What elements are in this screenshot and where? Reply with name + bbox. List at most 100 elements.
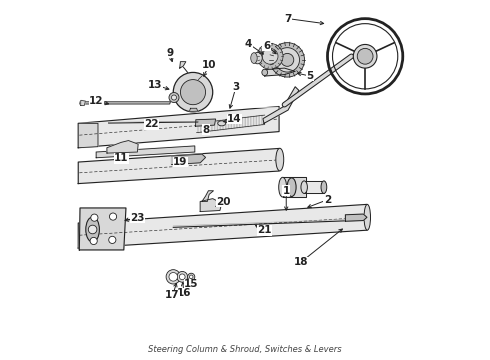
Circle shape xyxy=(353,44,377,68)
Circle shape xyxy=(169,93,179,103)
Polygon shape xyxy=(230,119,231,129)
Polygon shape xyxy=(220,120,221,130)
Polygon shape xyxy=(345,214,367,221)
Polygon shape xyxy=(244,117,245,127)
Circle shape xyxy=(180,80,205,105)
Ellipse shape xyxy=(364,204,370,230)
Polygon shape xyxy=(201,123,202,132)
Polygon shape xyxy=(209,122,211,131)
Polygon shape xyxy=(254,116,255,126)
Polygon shape xyxy=(234,119,236,128)
Polygon shape xyxy=(202,122,203,132)
Circle shape xyxy=(90,237,97,244)
Ellipse shape xyxy=(262,69,268,76)
Ellipse shape xyxy=(301,181,307,193)
Circle shape xyxy=(88,225,97,234)
Polygon shape xyxy=(261,116,262,125)
Polygon shape xyxy=(241,118,243,127)
Polygon shape xyxy=(80,102,171,104)
Polygon shape xyxy=(206,122,208,131)
Polygon shape xyxy=(304,181,324,193)
Text: 12: 12 xyxy=(89,96,103,106)
Polygon shape xyxy=(252,116,254,126)
Polygon shape xyxy=(223,120,224,130)
Polygon shape xyxy=(262,115,263,125)
Polygon shape xyxy=(218,121,219,130)
Polygon shape xyxy=(259,116,261,125)
Polygon shape xyxy=(202,191,214,202)
Text: 15: 15 xyxy=(184,279,198,289)
Circle shape xyxy=(190,275,193,279)
Text: Steering Column & Shroud, Switches & Levers: Steering Column & Shroud, Switches & Lev… xyxy=(148,345,342,354)
Polygon shape xyxy=(249,117,251,126)
Polygon shape xyxy=(258,116,259,125)
Polygon shape xyxy=(256,116,258,125)
Text: 4: 4 xyxy=(245,39,252,49)
Ellipse shape xyxy=(218,121,225,126)
Circle shape xyxy=(109,236,116,243)
Polygon shape xyxy=(81,100,85,105)
Polygon shape xyxy=(245,117,246,127)
Polygon shape xyxy=(246,117,248,127)
Polygon shape xyxy=(243,118,244,127)
Polygon shape xyxy=(226,120,227,129)
Polygon shape xyxy=(237,118,238,128)
Text: 17: 17 xyxy=(165,291,180,301)
Polygon shape xyxy=(199,123,201,132)
Ellipse shape xyxy=(251,53,257,63)
Text: 1: 1 xyxy=(283,186,290,196)
Text: 10: 10 xyxy=(202,60,217,70)
Polygon shape xyxy=(205,122,206,132)
Ellipse shape xyxy=(276,148,284,171)
Polygon shape xyxy=(251,117,252,126)
Polygon shape xyxy=(78,107,279,148)
Ellipse shape xyxy=(321,181,327,193)
Polygon shape xyxy=(196,119,216,126)
Polygon shape xyxy=(248,117,249,126)
Circle shape xyxy=(262,48,278,64)
Polygon shape xyxy=(219,121,220,130)
Circle shape xyxy=(257,43,283,69)
Ellipse shape xyxy=(86,217,99,242)
Polygon shape xyxy=(78,204,367,248)
Polygon shape xyxy=(265,68,295,76)
Polygon shape xyxy=(211,121,212,131)
Polygon shape xyxy=(236,118,237,128)
Polygon shape xyxy=(213,121,215,131)
Polygon shape xyxy=(78,123,98,148)
Circle shape xyxy=(166,270,180,284)
Polygon shape xyxy=(203,122,205,132)
Polygon shape xyxy=(172,154,205,165)
Polygon shape xyxy=(216,121,218,130)
Polygon shape xyxy=(212,121,213,131)
Circle shape xyxy=(169,273,177,281)
Polygon shape xyxy=(255,116,256,126)
Polygon shape xyxy=(196,123,198,133)
Polygon shape xyxy=(79,208,126,250)
Text: 16: 16 xyxy=(177,288,191,298)
Polygon shape xyxy=(221,120,223,130)
Text: 20: 20 xyxy=(216,197,231,207)
Polygon shape xyxy=(180,62,186,68)
Polygon shape xyxy=(215,121,216,130)
Circle shape xyxy=(270,42,304,77)
Polygon shape xyxy=(198,123,199,132)
Text: 8: 8 xyxy=(202,125,209,135)
Polygon shape xyxy=(231,119,233,129)
Text: 23: 23 xyxy=(130,213,145,222)
Circle shape xyxy=(179,274,185,280)
Text: 14: 14 xyxy=(227,114,242,124)
Polygon shape xyxy=(208,122,209,131)
Polygon shape xyxy=(78,148,279,184)
Text: 11: 11 xyxy=(114,153,128,163)
Circle shape xyxy=(91,214,98,221)
Polygon shape xyxy=(240,118,241,127)
Circle shape xyxy=(173,72,213,112)
Polygon shape xyxy=(238,118,240,127)
Circle shape xyxy=(177,271,188,282)
Polygon shape xyxy=(96,146,195,158)
Polygon shape xyxy=(233,119,234,128)
Text: 3: 3 xyxy=(232,82,240,92)
Text: 6: 6 xyxy=(263,41,270,50)
Circle shape xyxy=(109,213,117,220)
